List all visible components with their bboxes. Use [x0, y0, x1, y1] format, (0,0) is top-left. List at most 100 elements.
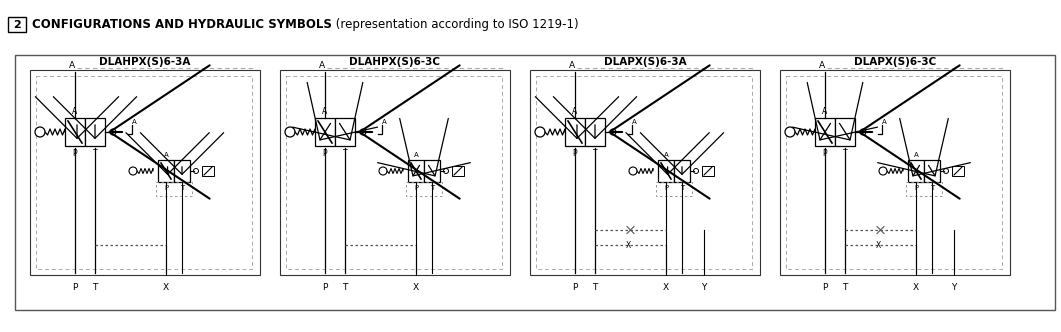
Bar	[536, 76, 752, 269]
Bar	[452, 166, 464, 176]
Text: DLAPX(S)6-3A: DLAPX(S)6-3A	[604, 57, 686, 67]
Circle shape	[860, 129, 866, 135]
Text: Y: Y	[701, 283, 707, 291]
Text: A: A	[822, 108, 828, 117]
Text: X: X	[413, 283, 419, 291]
Bar	[656, 182, 692, 196]
Circle shape	[943, 169, 949, 174]
Bar	[335, 118, 355, 146]
Text: T: T	[343, 149, 347, 158]
Text: X: X	[163, 283, 169, 291]
Text: Y: Y	[952, 283, 957, 291]
Text: A: A	[69, 60, 75, 69]
Circle shape	[694, 169, 698, 174]
Bar	[566, 118, 585, 146]
Bar	[815, 118, 835, 146]
Bar	[786, 76, 1002, 269]
Text: P: P	[572, 283, 577, 291]
Bar	[585, 118, 605, 146]
Text: A: A	[382, 119, 387, 125]
Bar	[15, 55, 1055, 310]
Text: P: P	[73, 149, 77, 158]
Circle shape	[110, 129, 116, 135]
Text: A: A	[819, 60, 825, 69]
Bar	[286, 76, 502, 269]
Text: CONFIGURATIONS AND HYDRAULIC SYMBOLS: CONFIGURATIONS AND HYDRAULIC SYMBOLS	[32, 18, 332, 31]
Bar	[924, 160, 940, 182]
Text: P: P	[822, 149, 828, 158]
Text: T: T	[842, 283, 848, 291]
Circle shape	[785, 127, 795, 137]
Text: DLAHPX(S)6-3C: DLAHPX(S)6-3C	[349, 57, 440, 67]
Text: T: T	[593, 149, 597, 158]
Bar	[906, 182, 942, 196]
Text: A: A	[319, 60, 325, 69]
Text: A: A	[132, 119, 137, 125]
Text: X: X	[912, 283, 919, 291]
Text: X: X	[626, 240, 631, 250]
Bar	[280, 70, 510, 275]
Text: DLAPX(S)6-3C: DLAPX(S)6-3C	[854, 57, 936, 67]
Text: A: A	[163, 152, 169, 158]
Text: X: X	[663, 283, 669, 291]
Text: A: A	[663, 152, 668, 158]
Text: P: P	[664, 185, 668, 191]
Text: T: T	[343, 283, 348, 291]
Text: P: P	[914, 185, 918, 191]
Circle shape	[129, 167, 137, 175]
Text: 2: 2	[13, 20, 21, 30]
Text: T: T	[680, 185, 684, 191]
Circle shape	[379, 167, 387, 175]
Text: T: T	[92, 283, 98, 291]
Bar	[406, 182, 442, 196]
Bar	[85, 118, 105, 146]
Circle shape	[879, 167, 887, 175]
Bar	[835, 118, 855, 146]
Bar	[908, 160, 924, 182]
Text: P: P	[573, 149, 577, 158]
Text: X: X	[876, 240, 881, 250]
Text: P: P	[414, 185, 418, 191]
Bar	[315, 118, 335, 146]
Text: T: T	[929, 185, 934, 191]
Circle shape	[443, 169, 449, 174]
Bar	[202, 166, 214, 176]
Text: T: T	[842, 149, 848, 158]
Text: P: P	[323, 149, 327, 158]
Bar	[30, 70, 260, 275]
Bar	[156, 182, 192, 196]
Bar	[952, 166, 964, 176]
Text: P: P	[164, 185, 168, 191]
Text: P: P	[822, 283, 828, 291]
Text: A: A	[572, 108, 577, 117]
Bar	[408, 160, 424, 182]
Text: P: P	[72, 283, 77, 291]
Bar	[424, 160, 440, 182]
Bar	[65, 118, 85, 146]
Bar	[780, 70, 1010, 275]
Text: A: A	[632, 119, 637, 125]
Text: (representation according to ISO 1219-1): (representation according to ISO 1219-1)	[332, 18, 578, 31]
Text: T: T	[592, 283, 597, 291]
Bar	[36, 76, 253, 269]
Circle shape	[360, 129, 366, 135]
Text: T: T	[180, 185, 185, 191]
Circle shape	[629, 167, 637, 175]
Text: A: A	[914, 152, 919, 158]
Circle shape	[535, 127, 545, 137]
Bar	[8, 17, 27, 32]
Circle shape	[35, 127, 45, 137]
Bar	[674, 160, 690, 182]
Circle shape	[193, 169, 198, 174]
Circle shape	[285, 127, 295, 137]
Bar	[158, 160, 174, 182]
Bar	[658, 160, 674, 182]
Circle shape	[610, 129, 616, 135]
Text: A: A	[414, 152, 418, 158]
Text: DLAHPX(S)6-3A: DLAHPX(S)6-3A	[100, 57, 191, 67]
Text: A: A	[72, 108, 77, 117]
Text: P: P	[323, 283, 328, 291]
Text: A: A	[323, 108, 328, 117]
Text: T: T	[92, 149, 98, 158]
Bar	[702, 166, 714, 176]
